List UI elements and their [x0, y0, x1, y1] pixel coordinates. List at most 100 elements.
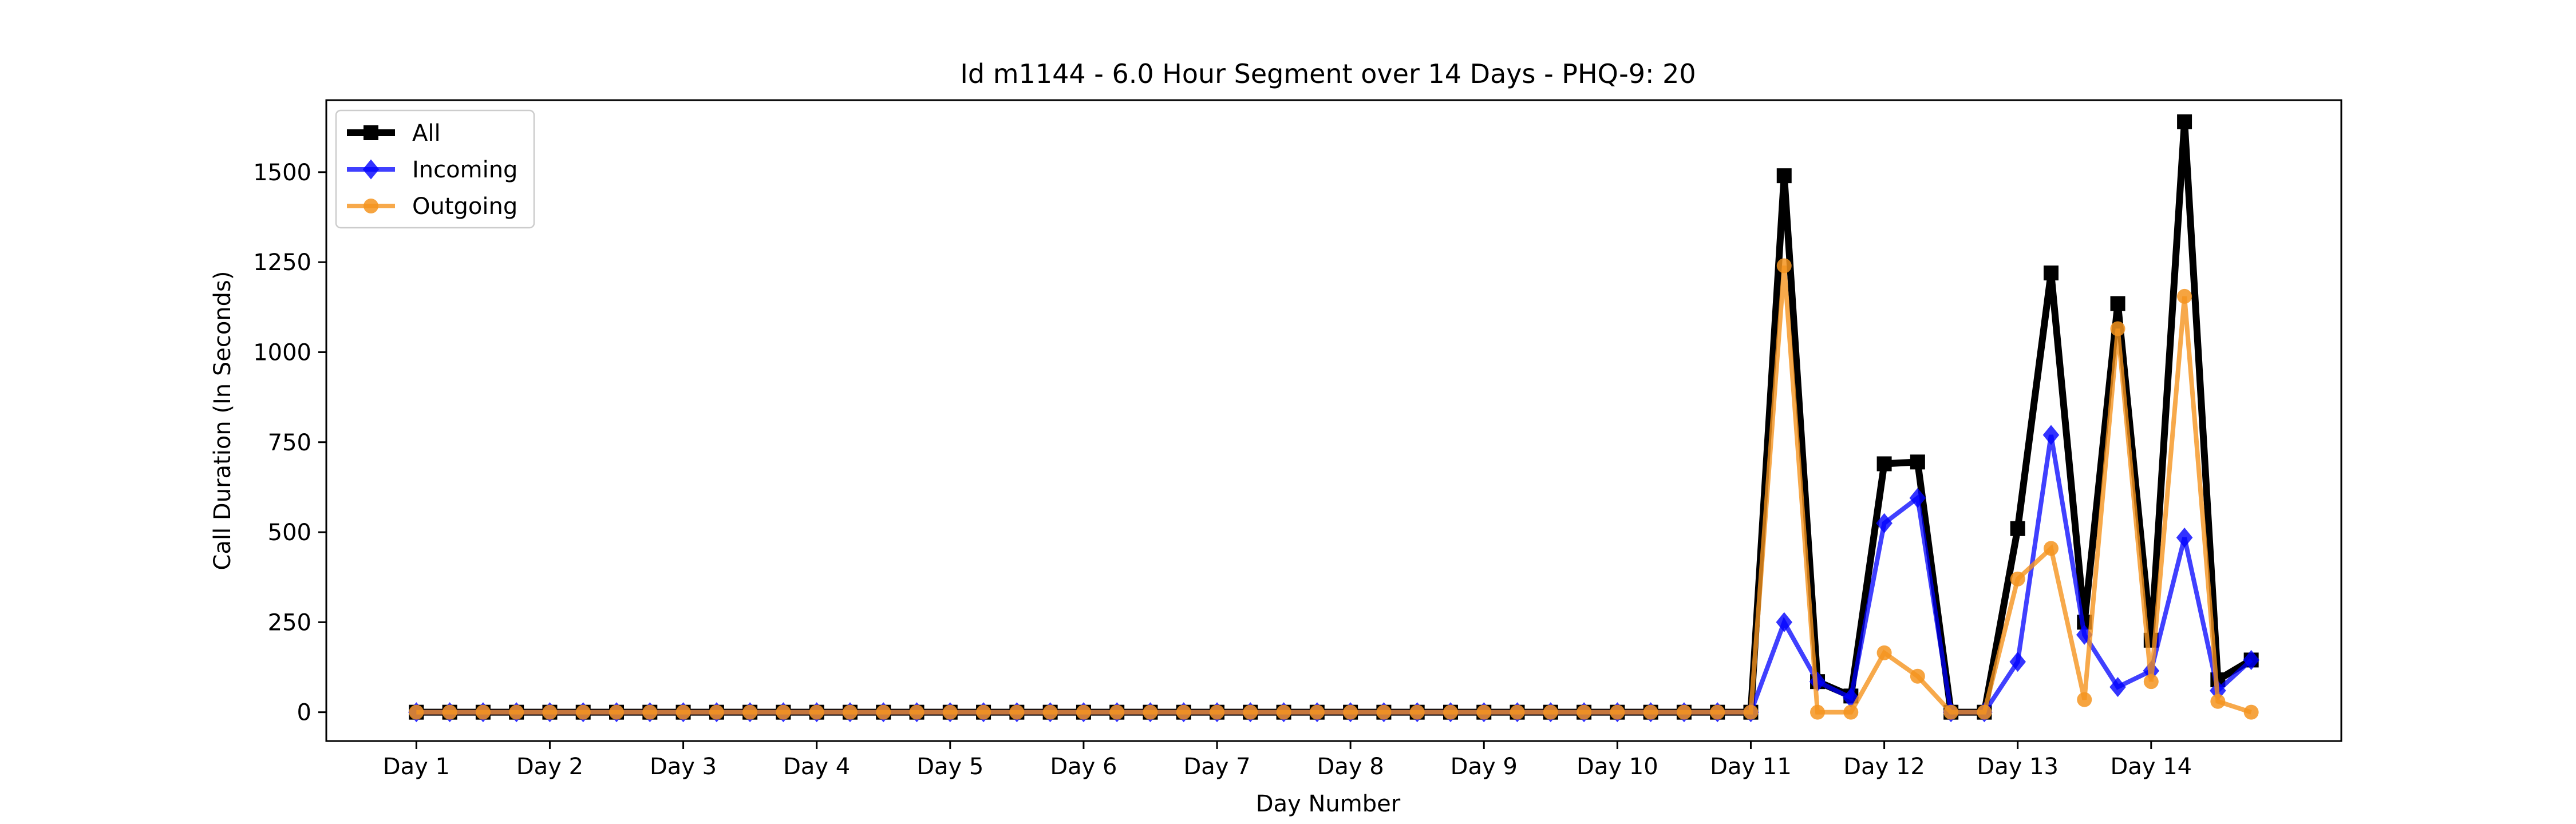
- data-point: [2010, 571, 2025, 587]
- x-tick-label: Day 8: [1317, 754, 1384, 780]
- data-point: [409, 704, 424, 720]
- series-line: [416, 266, 2252, 715]
- x-axis: Day 1 Day 2 Day 3 Day 4 Day 5 Day 6 Day 7 Day 8…: [383, 741, 2192, 780]
- y-tick-label: 250: [268, 609, 311, 636]
- data-point: [809, 704, 824, 720]
- chart-title: Id m1144 - 6.0 Hour Segment over 14 Days…: [960, 58, 1696, 89]
- plot-frame: [325, 99, 2342, 742]
- data-point: [1376, 704, 1392, 720]
- data-point: [1676, 704, 1692, 720]
- data-point: [1977, 704, 1992, 720]
- x-tick-label: Day 4: [783, 754, 850, 780]
- data-point: [1876, 645, 1892, 660]
- x-tick-label: Day 6: [1050, 754, 1117, 780]
- data-point: [1910, 454, 1925, 470]
- data-point: [1776, 168, 1792, 184]
- x-tick-label: Day 2: [516, 754, 583, 780]
- x-tick-label: Day 9: [1451, 754, 1518, 780]
- data-point: [2143, 674, 2159, 690]
- data-point: [1009, 704, 1025, 720]
- data-point: [2177, 288, 2192, 304]
- y-tick-label: 750: [268, 430, 311, 456]
- data-point: [1443, 704, 1458, 720]
- legend: All Incoming Outgoing: [335, 109, 535, 229]
- legend-box: [335, 109, 535, 229]
- data-point: [909, 704, 924, 720]
- data-point: [742, 704, 758, 720]
- data-point: [1843, 704, 1859, 720]
- data-point: [2009, 652, 2026, 672]
- data-point: [2110, 296, 2125, 311]
- data-point: [2176, 527, 2193, 548]
- data-point: [2210, 694, 2226, 709]
- data-point: [1042, 704, 1058, 720]
- x-tick-label: Day 7: [1183, 754, 1250, 780]
- data-point: [1343, 704, 1358, 720]
- data-point: [542, 704, 558, 720]
- data-point: [709, 704, 724, 720]
- data-point: [475, 704, 491, 720]
- data-point: [976, 704, 991, 720]
- x-axis-label: Day Number: [1256, 791, 1401, 817]
- data-point: [1243, 704, 1258, 720]
- series-all: [409, 114, 2259, 720]
- data-point: [2243, 704, 2259, 720]
- data-point: [1910, 668, 1925, 684]
- data-point: [2077, 692, 2092, 707]
- data-point: [1409, 704, 1425, 720]
- series-line: [416, 434, 2253, 715]
- data-point: [1876, 513, 1893, 533]
- data-point: [876, 704, 891, 720]
- y-tick-label: 0: [297, 700, 311, 726]
- data-point: [1543, 704, 1558, 720]
- data-point: [1210, 704, 1225, 720]
- data-point: [1510, 704, 1525, 720]
- data-point: [1876, 456, 1892, 472]
- data-point: [842, 704, 858, 720]
- data-point: [1276, 704, 1291, 720]
- data-point: [575, 704, 591, 720]
- x-tick-label: Day 1: [383, 754, 450, 780]
- legend-label: Incoming: [412, 157, 517, 183]
- data-point: [1577, 704, 1592, 720]
- data-point: [2109, 677, 2126, 698]
- data-point: [2010, 521, 2025, 536]
- y-axis: 0 250 500 750 1000 1250 1500: [253, 160, 326, 726]
- y-tick-label: 1000: [253, 339, 311, 366]
- legend-marker: [364, 199, 378, 213]
- legend-marker: [362, 159, 380, 180]
- data-point: [2042, 425, 2060, 445]
- x-tick-label: Day 10: [1577, 754, 1658, 780]
- data-point: [1643, 704, 1658, 720]
- data-point: [642, 704, 658, 720]
- data-point: [2043, 266, 2059, 281]
- x-tick-label: Day 12: [1843, 754, 1925, 780]
- y-tick-label: 500: [268, 520, 311, 546]
- data-point: [2177, 114, 2192, 129]
- series-incoming: [408, 425, 2259, 723]
- data-point: [1943, 704, 1959, 720]
- data-point: [1710, 704, 1725, 720]
- data-point: [942, 704, 958, 720]
- data-point: [609, 704, 625, 720]
- data-point: [1909, 488, 1926, 508]
- y-axis-label: Call Duration (In Seconds): [210, 271, 236, 571]
- data-point: [675, 704, 691, 720]
- series-outgoing: [409, 258, 2259, 720]
- series-line: [416, 121, 2253, 716]
- data-point: [1743, 704, 1759, 720]
- data-point: [1776, 612, 1793, 632]
- data-point: [1776, 258, 1792, 274]
- data-point: [1109, 704, 1125, 720]
- data-point: [442, 704, 457, 720]
- data-point: [2243, 649, 2259, 670]
- x-tick-label: Day 13: [1977, 754, 2059, 780]
- data-point: [1610, 704, 1625, 720]
- data-point: [1476, 704, 1492, 720]
- data-point: [509, 704, 524, 720]
- x-tick-label: Day 3: [650, 754, 717, 780]
- y-tick-label: 1250: [253, 249, 311, 276]
- legend-label: All: [412, 120, 441, 146]
- legend-label: Outgoing: [412, 193, 517, 220]
